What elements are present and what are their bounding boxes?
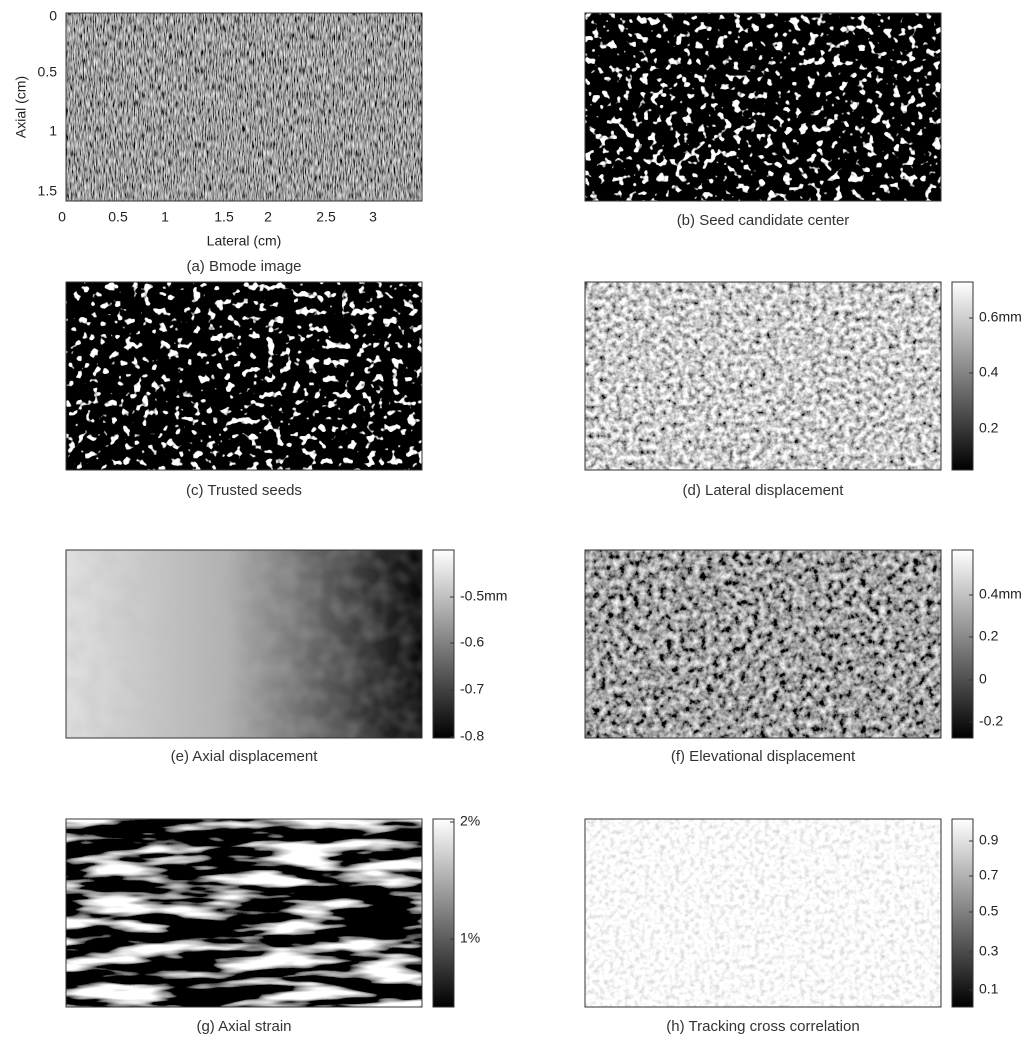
colorbar-tick-label: 0.2 [979,628,999,644]
colorbar-tick-label: 0 [979,671,987,687]
y-tick-label: 1.5 [38,183,58,199]
colorbar-tick-label: 2% [460,813,480,829]
colorbar [433,819,454,1007]
image [66,282,422,470]
caption: (e) Axial displacement [171,748,319,765]
caption: (f) Elevational displacement [671,748,856,765]
x-tick-label: 0.5 [108,209,128,225]
colorbar-tick-label: 0.6mm [979,309,1022,325]
panel: (b) Seed candidate center [585,13,941,229]
caption: (g) Axial strain [196,1018,291,1035]
caption: (a) Bmode image [186,258,301,275]
caption: (h) Tracking cross correlation [666,1018,859,1035]
panel: (e) Axial displacement -0.5mm -0.6 -0.7 -0.8 [66,550,507,765]
figure: (a) Bmode image (b) Seed candidate center… [0,0,1034,1043]
panel: (f) Elevational displacement 0.4mm 0.2 0 -0.… [585,550,1022,765]
panel: (g) Axial strain 2% 1% [66,813,480,1035]
colorbar-tick-label: -0.8 [460,728,484,744]
colorbar [952,282,973,470]
panel: (d) Lateral displacement 0.6mm 0.4 0.2 [585,282,1022,499]
colorbar [433,550,454,738]
x-tick-label: 3 [369,209,377,225]
image [66,13,422,201]
colorbar-tick-label: 0.4 [979,364,999,380]
image [66,819,422,1007]
image [585,819,941,1007]
colorbar-tick-label: -0.7 [460,681,484,697]
colorbar-tick-label: 0.9 [979,832,999,848]
colorbar-tick-label: 0.4mm [979,586,1022,602]
colorbar-tick-label: 1% [460,930,480,946]
y-tick-label: 0.5 [38,64,58,80]
colorbar-tick-label: 0.2 [979,420,999,436]
y-axis-label: Axial (cm) [13,76,29,138]
colorbar-tick-label: 0.5 [979,903,999,919]
colorbar-tick-label: -0.5mm [460,588,507,604]
image-texture [66,550,422,738]
colorbar-tick-label: 0.3 [979,943,999,959]
x-tick-label: 2 [264,209,272,225]
x-axis-label: Lateral (cm) [207,233,282,249]
panel: (c) Trusted seeds [66,282,422,499]
caption: (b) Seed candidate center [677,212,850,229]
colorbar [952,819,973,1007]
image [585,13,941,201]
x-tick-label: 1 [161,209,169,225]
x-tick-label: 2.5 [316,209,336,225]
colorbar-tick-label: 0.7 [979,867,999,883]
caption: (d) Lateral displacement [683,482,845,499]
panel: (h) Tracking cross correlation 0.9 0.7 0.5 0… [585,819,999,1035]
y-tick-label: 1 [49,123,57,139]
x-tick-label: 0 [58,209,66,225]
image [585,282,941,470]
y-tick-label: 0 [49,8,57,24]
image [585,550,941,738]
colorbar-tick-label: -0.2 [979,713,1003,729]
colorbar-tick-label: -0.6 [460,634,484,650]
caption: (c) Trusted seeds [186,482,302,499]
colorbar-tick-label: 0.1 [979,981,999,997]
colorbar [952,550,973,738]
x-tick-label: 1.5 [214,209,234,225]
